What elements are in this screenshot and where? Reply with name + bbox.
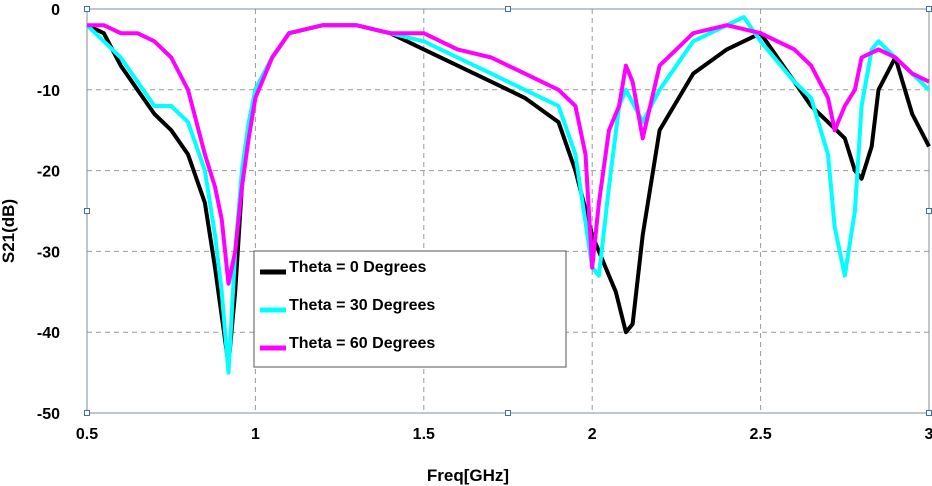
legend-entry-label: Theta = 0 Degrees — [289, 259, 427, 276]
y-tick-label: -20 — [37, 164, 60, 181]
x-tick-label: 1.5 — [413, 426, 435, 443]
resize-handle[interactable] — [926, 208, 932, 214]
x-tick-label: 3 — [925, 426, 932, 443]
resize-handle[interactable] — [926, 6, 932, 12]
x-tick-label: 0.5 — [76, 426, 98, 443]
legend-entry-label: Theta = 60 Degrees — [289, 335, 435, 352]
series-layer — [85, 15, 931, 375]
x-tick-label: 2.5 — [749, 426, 771, 443]
x-tick-label: 2 — [588, 426, 597, 443]
x-axis-title: Freq[GHz] — [427, 466, 509, 485]
resize-handle[interactable] — [926, 410, 932, 416]
x-tick-label: 1 — [251, 426, 260, 443]
y-tick-label: -10 — [37, 83, 60, 100]
resize-handle[interactable] — [84, 208, 90, 214]
legend-entry-label: Theta = 30 Degrees — [289, 297, 435, 314]
legend-box — [253, 250, 567, 368]
series-line-1 — [85, 15, 931, 375]
y-axis-title: S21(dB) — [0, 199, 18, 263]
resize-handle[interactable] — [84, 6, 90, 12]
series-line-0 — [86, 23, 931, 367]
y-tick-label: 0 — [51, 2, 60, 19]
series-line-2 — [87, 23, 930, 286]
y-tick-label: -40 — [37, 325, 60, 342]
tick-labels: 0.5 1 1.5 2 2.5 3 0 -10 -20 -30 -40 -50 — [37, 2, 932, 443]
resize-handle[interactable] — [505, 410, 511, 416]
resize-handle[interactable] — [505, 6, 511, 12]
legend[interactable]: Theta = 0 Degrees Theta = 30 Degrees Theta… — [253, 250, 567, 368]
resize-handle[interactable] — [84, 410, 90, 416]
y-tick-label: -50 — [37, 406, 60, 423]
y-tick-label: -30 — [37, 244, 60, 261]
